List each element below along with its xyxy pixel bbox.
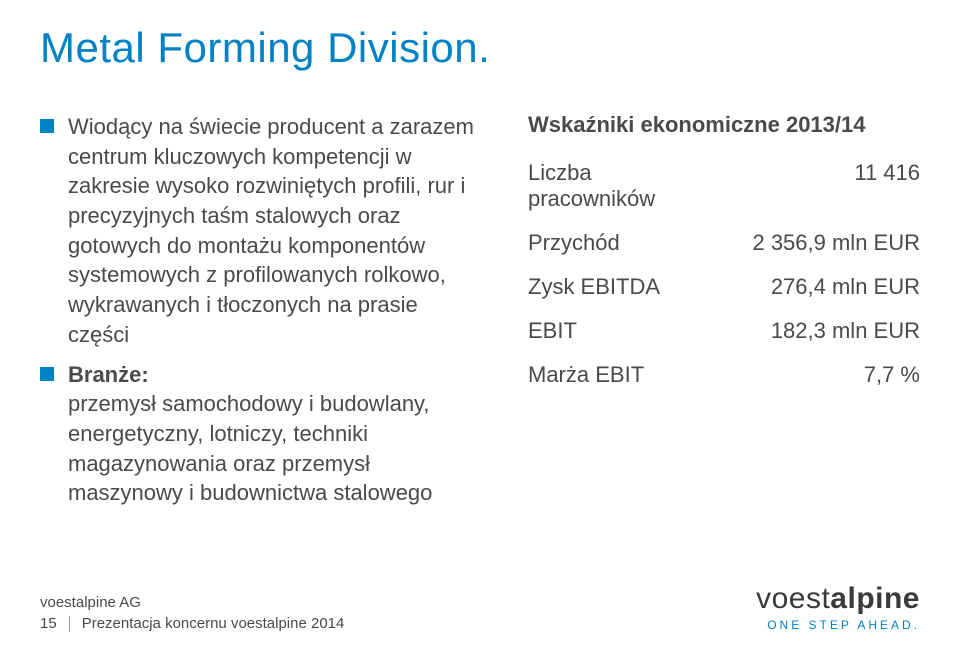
square-bullet-icon	[40, 367, 54, 381]
table-row: Przychód 2 356,9 mln EUR	[528, 230, 920, 256]
stat-value: 2 356,9 mln EUR	[752, 230, 920, 256]
divider-icon	[69, 616, 70, 632]
bullet-text: Branże: przemysł samochodowy i budowlany…	[68, 360, 480, 508]
bullet-text: Wiodący na świecie producent a zarazem c…	[68, 112, 480, 350]
logo-wordmark: voestalpine	[756, 582, 920, 616]
logo-word-bold: alpine	[830, 582, 920, 615]
logo-tagline: ONE STEP AHEAD.	[756, 618, 920, 632]
table-row: Marża EBIT 7,7 %	[528, 362, 920, 388]
footer: voestalpine AG 15 Prezentacja koncernu v…	[40, 582, 920, 632]
square-bullet-icon	[40, 119, 54, 133]
footer-company: voestalpine AG	[40, 594, 344, 611]
presentation-name: Prezentacja koncernu voestalpine 2014	[82, 615, 345, 632]
table-row: Liczba pracowników 11 416	[528, 160, 920, 212]
stats-heading: Wskaźniki ekonomiczne 2013/14	[528, 112, 920, 138]
stat-value: 182,3 mln EUR	[771, 318, 920, 344]
table-row: EBIT 182,3 mln EUR	[528, 318, 920, 344]
bullet-item: Branże: przemysł samochodowy i budowlany…	[40, 360, 480, 508]
footer-pageline: 15 Prezentacja koncernu voestalpine 2014	[40, 615, 344, 632]
left-column: Wiodący na świecie producent a zarazem c…	[40, 112, 480, 518]
stat-value: 11 416	[854, 160, 920, 212]
table-row: Zysk EBITDA 276,4 mln EUR	[528, 274, 920, 300]
right-column: Wskaźniki ekonomiczne 2013/14 Liczba pra…	[528, 112, 920, 518]
bullet-item: Wiodący na świecie producent a zarazem c…	[40, 112, 480, 350]
logo-word-light: voest	[756, 582, 830, 615]
stat-value: 276,4 mln EUR	[771, 274, 920, 300]
page-title: Metal Forming Division.	[40, 24, 920, 72]
stats-table: Liczba pracowników 11 416 Przychód 2 356…	[528, 160, 920, 388]
stat-label: Marża EBIT	[528, 362, 644, 388]
slide: Metal Forming Division. Wiodący na świec…	[0, 0, 960, 658]
footer-left: voestalpine AG 15 Prezentacja koncernu v…	[40, 594, 344, 632]
content-columns: Wiodący na świecie producent a zarazem c…	[40, 112, 920, 518]
stat-label: Przychód	[528, 230, 620, 256]
page-number: 15	[40, 615, 57, 632]
stat-label: EBIT	[528, 318, 577, 344]
stat-value: 7,7 %	[864, 362, 920, 388]
logo: voestalpine ONE STEP AHEAD.	[756, 582, 920, 632]
bullet-label: Branże:	[68, 362, 149, 387]
stat-label: Zysk EBITDA	[528, 274, 660, 300]
bullet-body: przemysł samochodowy i budowlany, energe…	[68, 391, 432, 505]
stat-label: Liczba pracowników	[528, 160, 655, 212]
